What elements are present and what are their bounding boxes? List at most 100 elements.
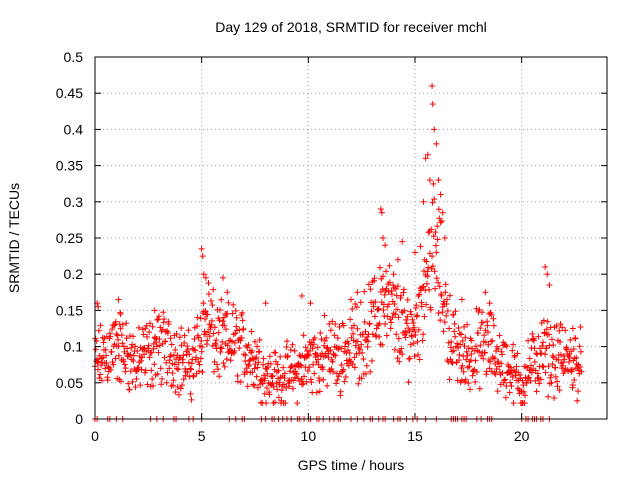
data-point <box>315 361 322 368</box>
data-point <box>496 363 503 370</box>
data-point <box>455 324 462 331</box>
data-point <box>125 380 132 387</box>
data-point <box>266 353 273 360</box>
data-point <box>132 384 139 391</box>
data-point <box>420 283 427 290</box>
data-point <box>378 209 385 216</box>
data-point <box>198 337 205 344</box>
data-point <box>561 356 568 363</box>
data-point <box>227 357 234 364</box>
data-point <box>410 320 417 327</box>
data-point <box>560 359 567 366</box>
data-point <box>180 376 187 383</box>
data-point <box>147 320 154 327</box>
data-point <box>310 361 317 368</box>
data-point <box>473 305 480 312</box>
data-point <box>365 281 372 288</box>
data-point <box>274 386 281 393</box>
data-point <box>412 331 419 338</box>
data-point <box>284 338 290 345</box>
data-point <box>169 360 176 367</box>
data-point <box>392 311 399 318</box>
data-point <box>141 351 148 358</box>
data-point <box>112 318 119 325</box>
data-point <box>256 336 263 343</box>
data-point <box>202 308 209 315</box>
data-point <box>425 264 432 271</box>
x-tick-label: 20 <box>514 428 530 444</box>
data-point <box>308 379 315 386</box>
data-point <box>397 292 404 299</box>
data-point <box>382 242 389 249</box>
data-point <box>574 388 581 395</box>
data-point <box>509 347 516 354</box>
data-point <box>193 323 200 330</box>
data-point <box>197 315 204 322</box>
data-point <box>387 325 394 332</box>
data-point <box>446 292 453 299</box>
data-point <box>204 337 211 344</box>
data-point <box>383 332 390 339</box>
data-point <box>221 322 228 329</box>
data-point <box>168 341 175 348</box>
data-point <box>380 301 387 308</box>
data-point <box>142 367 149 374</box>
data-point <box>198 245 205 252</box>
data-point <box>238 334 245 341</box>
data-point <box>260 355 267 362</box>
data-point <box>367 368 374 375</box>
data-point <box>172 389 179 396</box>
data-point <box>544 271 551 278</box>
data-point <box>146 354 153 361</box>
data-point <box>287 347 294 354</box>
data-point <box>449 360 456 367</box>
data-point <box>503 383 510 390</box>
data-point <box>311 370 318 377</box>
data-point <box>205 291 212 298</box>
data-point <box>548 379 555 386</box>
data-point <box>292 374 299 381</box>
data-point <box>533 388 540 395</box>
data-point <box>209 302 216 309</box>
data-point <box>394 283 401 290</box>
data-point <box>224 289 231 296</box>
data-point <box>97 371 104 378</box>
data-point <box>393 331 400 338</box>
data-point <box>566 358 573 365</box>
data-point <box>567 336 574 343</box>
x-tick-label: 5 <box>198 428 206 444</box>
data-point <box>137 382 144 389</box>
y-tick-label: 0.3 <box>64 194 84 210</box>
data-point <box>192 347 199 354</box>
data-point <box>217 306 224 313</box>
data-point <box>354 325 361 332</box>
data-point <box>246 357 253 364</box>
data-point <box>556 387 563 394</box>
data-point <box>211 324 218 331</box>
data-point <box>480 355 487 362</box>
data-point <box>468 350 475 357</box>
data-point <box>379 341 386 348</box>
data-point <box>396 358 403 365</box>
data-point <box>539 363 546 370</box>
data-point <box>569 325 576 332</box>
data-point <box>460 368 467 375</box>
data-point <box>544 318 551 325</box>
data-point <box>529 330 536 337</box>
data-point <box>123 335 130 342</box>
data-point <box>195 358 202 365</box>
data-point <box>323 334 330 341</box>
data-point <box>577 324 584 331</box>
data-point <box>190 373 197 380</box>
data-point <box>576 343 583 350</box>
data-point <box>399 351 406 358</box>
data-point <box>456 330 463 337</box>
data-point <box>109 359 116 366</box>
data-point <box>305 352 312 359</box>
data-point <box>499 351 506 358</box>
data-point <box>481 332 488 339</box>
data-point <box>173 330 180 337</box>
data-point <box>204 311 211 318</box>
data-point <box>367 286 374 293</box>
data-point <box>514 350 521 357</box>
